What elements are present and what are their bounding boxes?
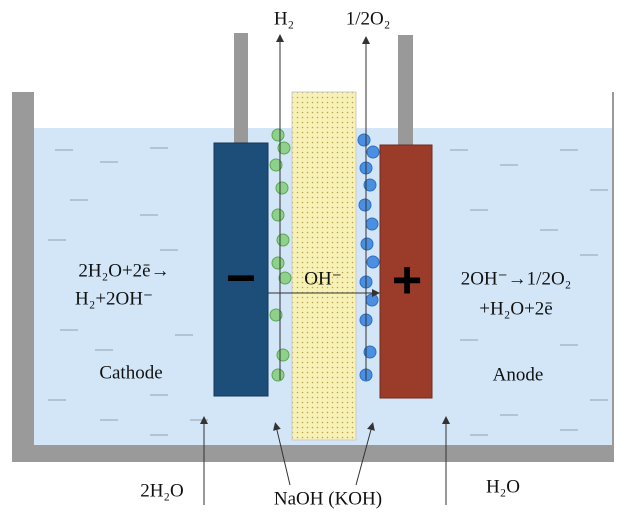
feed-label: 2H₂O xyxy=(140,480,184,501)
arrows xyxy=(200,34,450,505)
feed-label: H₂O xyxy=(486,476,520,497)
electrolyte-arrow xyxy=(355,422,375,486)
gas-label: H₂ xyxy=(274,8,294,29)
anode-rod xyxy=(398,35,413,147)
cathode-electrode xyxy=(213,142,269,397)
o2-bubble xyxy=(365,217,379,231)
h2-bubble xyxy=(271,256,285,270)
o2-bubble xyxy=(357,133,371,147)
h2-bubble xyxy=(275,181,289,195)
h2-bubble xyxy=(269,158,283,172)
o2-bubble xyxy=(366,255,380,269)
h2-bubble xyxy=(276,348,290,362)
h2-bubble xyxy=(271,368,285,382)
gas-label: 1/2O₂ xyxy=(346,8,391,29)
tank-wall-left xyxy=(12,92,34,462)
h2-bubble xyxy=(277,141,291,155)
o2-bubble xyxy=(365,293,379,307)
ion-label: OH⁻ xyxy=(304,268,341,289)
cathode-sign: − xyxy=(226,250,256,308)
reaction: H₂+2OH⁻ xyxy=(75,288,153,309)
cathode-rod xyxy=(234,33,248,145)
o2-bubble xyxy=(366,145,380,159)
separator xyxy=(291,91,357,441)
h2-bubble xyxy=(271,208,285,222)
anode-sign: + xyxy=(392,252,422,310)
o2-bubble xyxy=(363,345,377,359)
h2-bubble xyxy=(271,128,285,142)
reaction: 2OH⁻→1/2O₂ xyxy=(461,268,572,289)
reaction: 2H₂O+2ē→ xyxy=(78,260,169,281)
reaction: +H₂O+2ē xyxy=(479,298,552,319)
bubbles xyxy=(269,128,380,382)
electrolyte-label: NaOH (KOH) xyxy=(274,488,382,509)
h2-bubble xyxy=(276,233,290,247)
h2-bubble xyxy=(278,271,292,285)
o2-bubble xyxy=(360,237,374,251)
anode-electrode xyxy=(379,144,433,399)
h2-bubble xyxy=(269,308,283,322)
water-dashes xyxy=(48,147,608,436)
electrode-label: Cathode xyxy=(99,362,162,383)
electrolyte-arrow xyxy=(273,422,291,486)
tank-wall-right xyxy=(612,92,614,462)
o2-bubble xyxy=(358,198,372,212)
electrode-label: Anode xyxy=(493,364,544,385)
o2-bubble xyxy=(363,178,377,192)
